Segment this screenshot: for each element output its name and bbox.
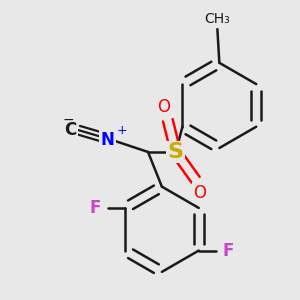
Text: F: F [90, 199, 101, 217]
Text: O: O [193, 184, 206, 202]
Text: O: O [158, 98, 170, 116]
Text: C: C [64, 121, 77, 139]
Text: −: − [63, 113, 75, 127]
Text: N: N [100, 131, 114, 149]
Text: CH₃: CH₃ [205, 12, 230, 26]
Text: +: + [117, 124, 128, 137]
Text: S: S [168, 142, 184, 162]
Text: F: F [223, 242, 234, 260]
